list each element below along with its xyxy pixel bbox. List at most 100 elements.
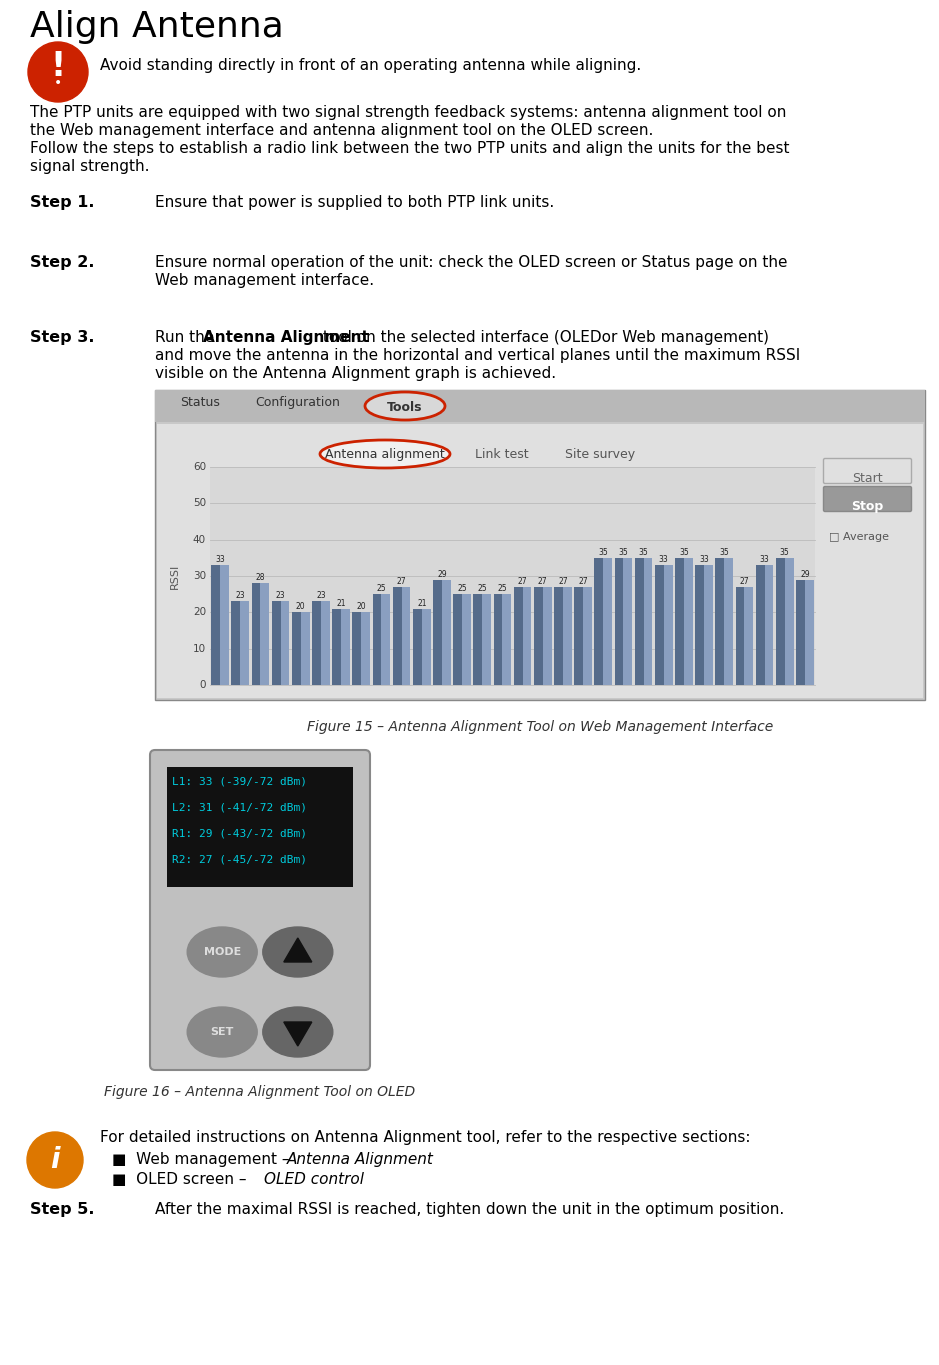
Polygon shape [284, 938, 312, 962]
Bar [260, 583, 269, 685]
Text: R2: 27 (-45/-72 dBm): R2: 27 (-45/-72 dBm) [172, 854, 307, 865]
Text: 23: 23 [236, 591, 245, 601]
Text: 28: 28 [255, 573, 265, 583]
Bar [684, 558, 693, 685]
Text: OLED control: OLED control [264, 1173, 364, 1188]
Text: !: ! [51, 49, 66, 82]
Ellipse shape [187, 927, 257, 977]
Text: □ Average: □ Average [829, 532, 889, 542]
Text: Figure 16 – Antenna Alignment Tool on OLED: Figure 16 – Antenna Alignment Tool on OL… [104, 1085, 416, 1099]
Polygon shape [284, 1022, 312, 1046]
Bar [675, 558, 684, 685]
Bar [805, 580, 814, 685]
Bar [704, 565, 713, 685]
Text: Antenna alignment: Antenna alignment [325, 448, 445, 461]
Text: 27: 27 [538, 577, 547, 586]
FancyBboxPatch shape [150, 749, 370, 1070]
Text: Follow the steps to establish a radio link between the two PTP units and align t: Follow the steps to establish a radio li… [30, 141, 790, 156]
Text: 60: 60 [192, 461, 206, 472]
Bar [603, 558, 612, 685]
Text: Step 1.: Step 1. [30, 195, 95, 210]
Circle shape [28, 42, 88, 102]
Text: 25: 25 [457, 584, 467, 594]
Bar [785, 558, 793, 685]
Bar [211, 565, 220, 685]
Bar [292, 613, 300, 685]
Text: Start: Start [853, 472, 883, 485]
Bar [352, 613, 362, 685]
Text: Configuration: Configuration [255, 396, 340, 410]
Text: •: • [54, 76, 62, 90]
Text: Ensure normal operation of the unit: check the OLED screen or Status page on the: Ensure normal operation of the unit: che… [155, 255, 788, 270]
Bar [643, 558, 653, 685]
Ellipse shape [320, 440, 450, 468]
FancyBboxPatch shape [157, 425, 923, 698]
Text: Ensure that power is supplied to both PTP link units.: Ensure that power is supplied to both PT… [155, 195, 554, 210]
Bar [332, 609, 341, 685]
Bar [745, 587, 753, 685]
Bar [635, 558, 643, 685]
Text: signal strength.: signal strength. [30, 158, 149, 173]
Bar [473, 594, 483, 685]
Text: 40: 40 [192, 535, 206, 545]
Bar [796, 580, 805, 685]
Text: 50: 50 [192, 498, 206, 508]
Text: Link test: Link test [475, 448, 529, 461]
Text: 33: 33 [659, 556, 669, 564]
Text: The PTP units are equipped with two signal strength feedback systems: antenna al: The PTP units are equipped with two sign… [30, 105, 786, 120]
Text: Antenna Alignment: Antenna Alignment [203, 330, 369, 345]
Text: 29: 29 [437, 569, 447, 579]
Text: MODE: MODE [204, 947, 240, 957]
Bar [402, 587, 410, 685]
Text: SET: SET [210, 1026, 234, 1037]
Text: 0: 0 [199, 680, 206, 689]
Text: Avoid standing directly in front of an operating antenna while aligning.: Avoid standing directly in front of an o… [100, 57, 641, 72]
Ellipse shape [187, 1007, 257, 1057]
Text: and move the antenna in the horizontal and vertical planes until the maximum RSS: and move the antenna in the horizontal a… [155, 348, 800, 363]
Text: 25: 25 [377, 584, 386, 594]
Text: 20: 20 [357, 602, 366, 612]
Bar [281, 602, 289, 685]
Bar [483, 594, 491, 685]
Text: Stop: Stop [852, 500, 884, 513]
Text: 35: 35 [780, 547, 790, 557]
Bar [393, 587, 402, 685]
Text: Tools: Tools [387, 401, 423, 414]
Bar [764, 565, 774, 685]
Text: Site survey: Site survey [565, 448, 635, 461]
Bar [312, 602, 321, 685]
Text: the Web management interface and antenna alignment tool on the OLED screen.: the Web management interface and antenna… [30, 123, 654, 138]
Text: For detailed instructions on Antenna Alignment tool, refer to the respective sec: For detailed instructions on Antenna Ali… [100, 1130, 750, 1145]
Bar [776, 558, 785, 685]
Text: 29: 29 [800, 569, 809, 579]
Text: Step 3.: Step 3. [30, 330, 95, 345]
Text: Antenna Alignment: Antenna Alignment [287, 1152, 434, 1167]
Text: 33: 33 [700, 556, 709, 564]
Bar [381, 594, 391, 685]
Bar [664, 565, 672, 685]
Circle shape [27, 1132, 83, 1188]
Bar [735, 587, 745, 685]
Text: 33: 33 [760, 556, 769, 564]
Ellipse shape [263, 927, 332, 977]
Text: 23: 23 [316, 591, 326, 601]
Bar [724, 558, 733, 685]
Text: i: i [51, 1147, 60, 1174]
FancyBboxPatch shape [155, 390, 925, 422]
Text: 25: 25 [498, 584, 507, 594]
Text: 10: 10 [192, 644, 206, 654]
Text: ■  Web management –: ■ Web management – [112, 1152, 294, 1167]
Text: 35: 35 [679, 547, 689, 557]
Text: L2: 31 (-41/-72 dBm): L2: 31 (-41/-72 dBm) [172, 803, 307, 814]
Text: 27: 27 [517, 577, 528, 586]
Bar [594, 558, 603, 685]
FancyBboxPatch shape [155, 390, 925, 700]
Text: 35: 35 [598, 547, 608, 557]
Bar [373, 594, 381, 685]
Bar [462, 594, 470, 685]
Bar [514, 587, 523, 685]
Bar [220, 565, 229, 685]
Bar [454, 594, 462, 685]
Bar [362, 613, 370, 685]
Bar [575, 587, 583, 685]
